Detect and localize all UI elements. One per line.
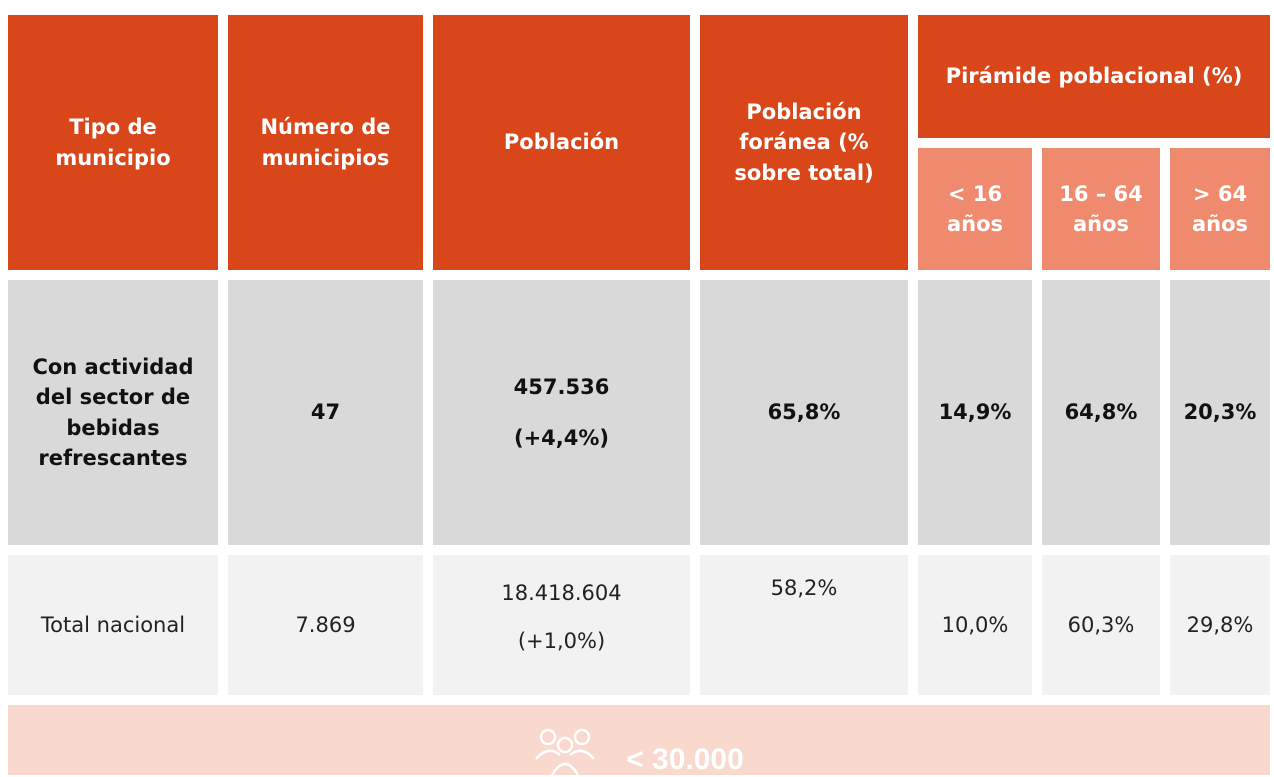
header-text: Población [503, 130, 620, 155]
banner-text: < 30.000 [626, 743, 744, 776]
cell-text: (+1,0%) [517, 629, 606, 654]
cell-text: 64,8% [1064, 400, 1138, 425]
subheader-cell: 16 – 64 años [1042, 148, 1160, 270]
cell-text: 65,8% [767, 400, 841, 425]
cell: 10,0% [918, 555, 1032, 695]
header-text: > 64 años [1191, 181, 1249, 236]
cell: 457.536 (+4,4%) [433, 280, 690, 545]
cell: 60,3% [1042, 555, 1160, 695]
header-cell: Población foránea (% sobre total) [700, 15, 908, 270]
header-text: Pirámide poblacional (%) [945, 64, 1243, 89]
cell-text: 14,9% [938, 400, 1012, 425]
header-text: < 16 años [946, 181, 1004, 236]
banner: < 30.000 [8, 705, 1270, 776]
cell: 7.869 [228, 555, 423, 695]
cell-text: (+4,4%) [513, 425, 610, 450]
cell-text: 58,2% [770, 576, 838, 600]
subheader-cell: < 16 años [918, 148, 1032, 270]
cell-text: Total nacional [40, 612, 186, 637]
cell: 58,2% [700, 555, 908, 695]
header-cell: Tipo de municipio [8, 15, 218, 270]
header-text: Población foránea (% sobre total) [734, 99, 874, 185]
cell: Con actividad del sector de bebidas refr… [8, 280, 218, 545]
cell-text: 60,3% [1067, 612, 1135, 637]
cell-text: 20,3% [1183, 400, 1257, 425]
header-text: Número de municipios [260, 115, 391, 170]
cell-text: 18.418.604 [501, 581, 622, 605]
cell-text: 457.536 [513, 375, 610, 400]
header-text: 16 – 64 años [1059, 181, 1143, 236]
cell: 65,8% [700, 280, 908, 545]
cell: 64,8% [1042, 280, 1160, 545]
cell-text: 10,0% [941, 612, 1009, 637]
cell-text: 7.869 [295, 612, 356, 637]
cell: Total nacional [8, 555, 218, 695]
cell: 20,3% [1170, 280, 1270, 545]
subheader-cell: > 64 años [1170, 148, 1270, 270]
cell-text: 29,8% [1186, 612, 1254, 637]
cell: 47 [228, 280, 423, 545]
cell-text: 47 [310, 400, 341, 425]
cell-text: Con actividad del sector de bebidas refr… [32, 354, 194, 470]
cell: 18.418.604 (+1,0%) [433, 555, 690, 695]
header-cell: Número de municipios [228, 15, 423, 270]
cell: 29,8% [1170, 555, 1270, 695]
header-cell: Población [433, 15, 690, 270]
people-icon [535, 728, 596, 775]
header-text: Tipo de municipio [55, 115, 171, 170]
cell: 14,9% [918, 280, 1032, 545]
header-cell: Pirámide poblacional (%) [918, 15, 1270, 138]
